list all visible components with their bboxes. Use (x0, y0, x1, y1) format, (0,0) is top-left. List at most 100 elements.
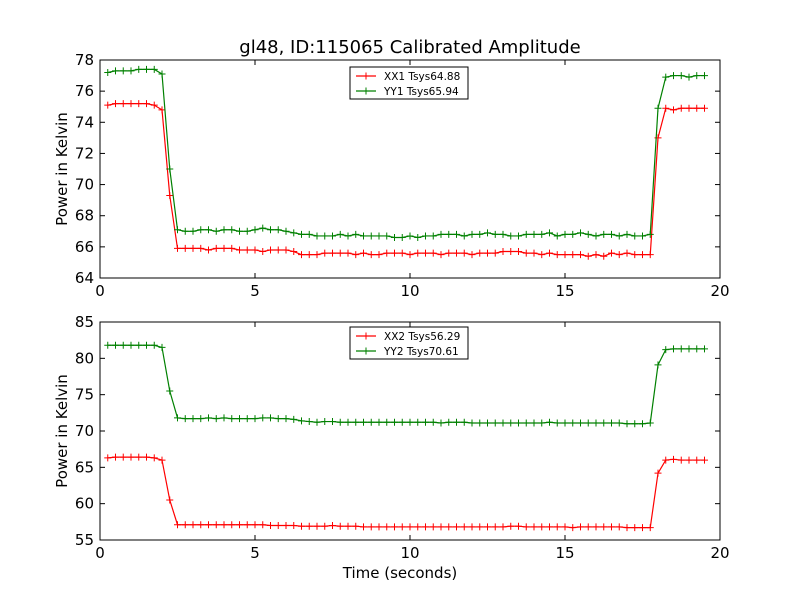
data-point (158, 456, 166, 464)
data-point (336, 418, 344, 426)
data-point (561, 419, 569, 427)
data-point (546, 229, 553, 237)
data-point (135, 65, 143, 73)
data-point (693, 104, 701, 112)
data-point (701, 72, 708, 80)
data-point (569, 230, 577, 238)
data-point (553, 232, 561, 240)
data-point (251, 246, 259, 254)
data-point (166, 387, 174, 395)
data-point (484, 249, 491, 257)
data-point (119, 67, 127, 75)
data-point (166, 165, 174, 173)
data-point (243, 521, 251, 529)
data-point (569, 419, 577, 427)
data-point (305, 418, 313, 426)
x-tick-label: 0 (95, 282, 105, 300)
data-point (290, 521, 298, 529)
data-point (499, 248, 507, 256)
data-point (445, 249, 453, 257)
data-point (398, 234, 406, 242)
data-point (677, 456, 685, 464)
data-point (383, 232, 391, 240)
y-tick-label: 64 (75, 269, 94, 287)
x-tick-label: 0 (95, 544, 105, 562)
data-point (460, 249, 468, 257)
series-markers-2 (104, 341, 708, 428)
data-point (259, 414, 267, 422)
data-point (228, 226, 236, 234)
data-point (631, 251, 639, 259)
data-point (561, 251, 569, 259)
data-point (274, 521, 282, 529)
data-point (615, 419, 623, 427)
data-point (298, 522, 305, 530)
data-point (150, 341, 158, 349)
data-point (484, 229, 491, 237)
data-point (189, 415, 197, 423)
data-point (298, 417, 305, 425)
data-point (352, 230, 360, 238)
data-point (530, 523, 538, 531)
legend: XX2 Tsys56.29 YY2 Tsys70.61 (349, 326, 469, 360)
data-point (670, 72, 677, 80)
data-point (670, 345, 677, 353)
data-point (236, 521, 243, 529)
data-point (143, 453, 150, 461)
data-point (569, 524, 577, 532)
data-point (646, 251, 654, 259)
data-point (670, 106, 677, 114)
data-point (515, 522, 522, 530)
data-point (391, 418, 398, 426)
data-point (662, 456, 670, 464)
data-point (205, 246, 212, 254)
data-point (507, 248, 515, 256)
data-point (112, 341, 119, 349)
data-point (592, 523, 600, 531)
data-point (212, 521, 220, 529)
data-point (437, 230, 445, 238)
data-point (646, 524, 654, 532)
data-point (422, 418, 429, 426)
data-point (158, 70, 166, 78)
series-markers-1 (104, 100, 708, 260)
data-point (491, 230, 499, 238)
legend-label: XX1 Tsys64.88 (384, 71, 460, 83)
data-point (205, 414, 212, 422)
data-point (429, 418, 437, 426)
data-point (476, 419, 484, 427)
data-point (112, 67, 119, 75)
bottom-panel: 0 5 10 15 20 55 60 65 70 75 80 85 Power in Kelvin Tim… (53, 313, 730, 582)
y-tick-label: 65 (75, 458, 94, 476)
y-tick-label: 68 (75, 207, 94, 225)
data-point (507, 419, 515, 427)
data-point (391, 234, 398, 242)
data-point (243, 246, 251, 254)
x-tick-label: 10 (400, 544, 419, 562)
y-tick-label: 70 (75, 422, 94, 440)
top-panel: 0 5 10 15 20 64 66 68 70 72 74 76 78 Power in Kelvin X… (53, 51, 730, 300)
data-point (267, 521, 274, 529)
chart-title: gl48, ID:115065 Calibrated Amplitude (239, 37, 580, 58)
data-point (685, 345, 693, 353)
data-point (119, 100, 127, 108)
data-point (422, 232, 429, 240)
data-point (546, 418, 553, 426)
data-point (553, 251, 561, 259)
data-point (174, 244, 181, 252)
data-point (468, 251, 476, 259)
data-point (321, 232, 329, 240)
data-point (398, 249, 406, 257)
data-point (522, 249, 530, 257)
data-point (561, 523, 569, 531)
data-point (453, 523, 460, 531)
data-point (228, 415, 236, 423)
data-point (174, 226, 181, 234)
data-point (305, 230, 313, 238)
data-point (282, 227, 290, 235)
data-point (189, 227, 197, 235)
data-point (522, 419, 530, 427)
data-point (360, 523, 367, 531)
data-point (406, 418, 414, 426)
data-point (422, 249, 429, 257)
